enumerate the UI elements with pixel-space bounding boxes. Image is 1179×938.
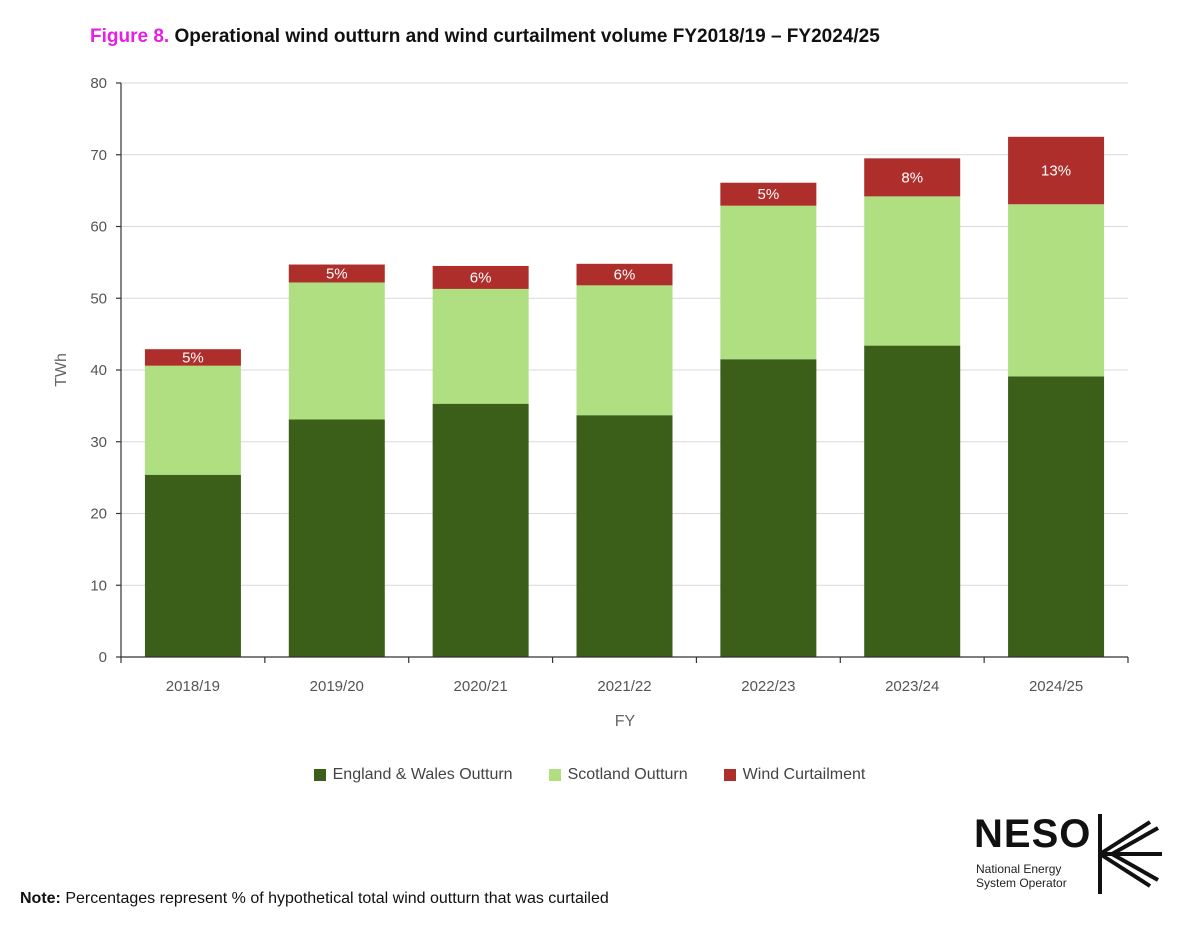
legend-swatch <box>723 769 736 781</box>
bar-england-wales-outturn-2022-23 <box>720 359 817 657</box>
figure-label: Figure 8. <box>90 26 170 47</box>
legend: England & Wales Outturn Scotland Outturn W… <box>0 766 1179 784</box>
y-tick-label: 40 <box>90 362 107 379</box>
stacked-bar-chart: 0 10 20 30 40 50 60 70 80 5% 2018/19 5% 2019/20 6% 20… <box>53 75 1129 730</box>
x-tick-label: 2021/22 <box>597 678 651 695</box>
x-tick-label: 2024/25 <box>1029 678 1083 695</box>
bars <box>144 136 1105 657</box>
bar-england-wales-outturn-2019-20 <box>288 419 385 657</box>
bar-wind-curtailment-2024-25 <box>1008 136 1105 205</box>
bar-england-wales-outturn-2018-19 <box>144 474 241 657</box>
bar-wind-curtailment-2022-23 <box>720 182 817 206</box>
legend-label: Scotland Outturn <box>567 766 688 783</box>
bar-england-wales-outturn-2023-24 <box>864 345 961 657</box>
bar-wind-curtailment-2020-21 <box>432 265 529 289</box>
note-label: Note: <box>20 890 61 907</box>
y-tick-label: 70 <box>90 147 107 164</box>
bar-wind-curtailment-2023-24 <box>864 158 961 197</box>
legend-label: England & Wales Outturn <box>332 766 513 783</box>
legend-item: Scotland Outturn <box>548 766 688 784</box>
bar-scotland-outturn-2023-24 <box>864 196 961 346</box>
bar-scotland-outturn-2020-21 <box>432 288 529 404</box>
logo-line-2: System Operator <box>976 876 1067 890</box>
footnote: Note: Percentages represent % of hypothe… <box>20 890 609 908</box>
bar-scotland-outturn-2022-23 <box>720 205 817 360</box>
y-axis-title: TWh <box>53 353 70 387</box>
x-tick-label: 2019/20 <box>310 678 364 695</box>
bar-england-wales-outturn-2024-25 <box>1008 376 1105 657</box>
neso-logo: NESO National Energy System Operator <box>974 812 1169 898</box>
bar-england-wales-outturn-2021-22 <box>576 415 673 657</box>
y-tick-label: 50 <box>90 290 107 307</box>
legend-label: Wind Curtailment <box>742 766 866 783</box>
bar-england-wales-outturn-2020-21 <box>432 403 529 657</box>
union-flag-icon <box>1098 814 1162 894</box>
data-label: 6% <box>614 267 636 284</box>
bar-wind-curtailment-2019-20 <box>288 264 385 283</box>
bar-scotland-outturn-2018-19 <box>144 365 241 475</box>
data-label: 13% <box>1041 163 1071 180</box>
chart-title: Figure 8. Operational wind outturn and w… <box>90 26 880 48</box>
legend-swatch <box>548 769 561 781</box>
y-tick-label: 20 <box>90 506 107 523</box>
data-label: 5% <box>326 265 348 282</box>
y-tick-label: 60 <box>90 219 107 236</box>
x-tick-label: 2018/19 <box>166 678 220 695</box>
y-tick-label: 80 <box>90 75 107 92</box>
data-label: 8% <box>901 169 923 186</box>
title-text: Operational wind outturn and wind curtai… <box>174 26 880 47</box>
legend-swatch <box>313 769 326 781</box>
x-tick-label: 2020/21 <box>454 678 508 695</box>
bar-wind-curtailment-2021-22 <box>576 263 673 286</box>
data-label: 5% <box>758 186 780 203</box>
data-label: 5% <box>182 349 204 366</box>
note-text: Percentages represent % of hypothetical … <box>65 890 609 907</box>
y-tick-label: 10 <box>90 577 107 594</box>
bar-wind-curtailment-2018-19 <box>144 349 241 366</box>
data-label: 6% <box>470 269 492 286</box>
x-tick-label: 2023/24 <box>885 678 939 695</box>
bar-scotland-outturn-2021-22 <box>576 285 673 416</box>
legend-item: England & Wales Outturn <box>313 766 513 784</box>
logo-line-1: National Energy <box>976 862 1062 876</box>
y-tick-label: 0 <box>99 649 107 666</box>
logo-wordmark: NESO <box>974 812 1092 856</box>
bar-scotland-outturn-2024-25 <box>1008 204 1105 377</box>
labels: 5% 2018/19 5% 2019/20 6% 2020/21 6% 2021/22 5% 20… <box>166 163 1083 695</box>
legend-item: Wind Curtailment <box>723 766 866 784</box>
x-axis-title: FY <box>615 713 636 730</box>
axes: 0 10 20 30 40 50 60 70 80 <box>90 75 1129 666</box>
x-tick-label: 2022/23 <box>741 678 795 695</box>
y-tick-label: 30 <box>90 434 107 451</box>
bar-scotland-outturn-2019-20 <box>288 282 385 420</box>
